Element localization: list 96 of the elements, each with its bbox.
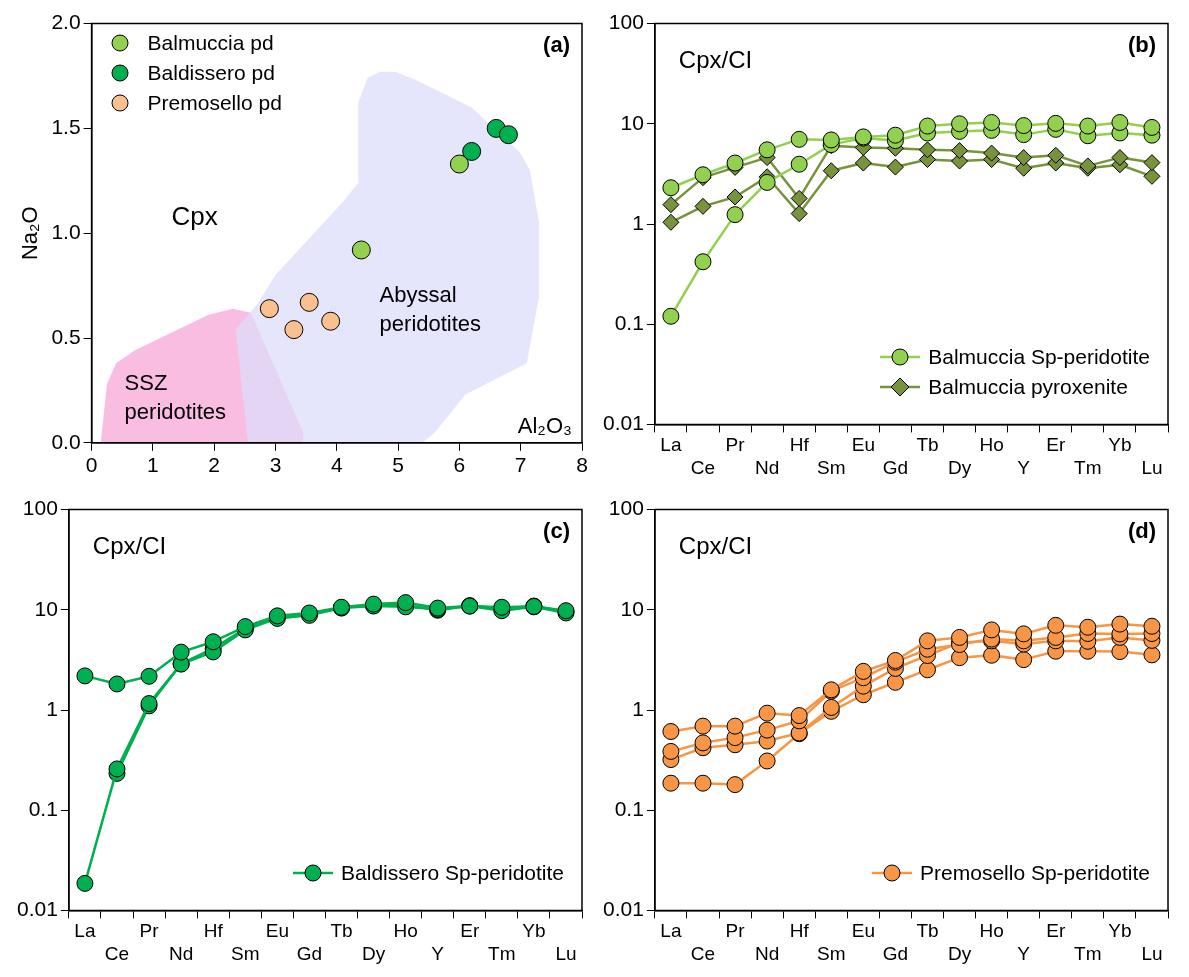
y-tick-label: 0.01 bbox=[603, 897, 644, 921]
x-tick-label: Er bbox=[1046, 434, 1066, 456]
y-axis-title: Cpx/CI bbox=[92, 531, 167, 560]
x-tick-label: Hf bbox=[203, 920, 224, 942]
y-axis-title: Na₂O bbox=[17, 206, 43, 261]
y-tick-label: 1 bbox=[632, 696, 644, 720]
x-tick-label: Lu bbox=[1141, 942, 1163, 964]
y-tick-label: 100 bbox=[608, 496, 644, 520]
y-tick-label: 1.5 bbox=[51, 115, 81, 139]
x-tick-label: Tm bbox=[488, 942, 516, 964]
x-tick-label: La bbox=[74, 920, 96, 942]
x-tick-label: 5 bbox=[392, 453, 404, 477]
y-tick-label: 0.1 bbox=[28, 797, 58, 820]
x-tick-label: Y bbox=[1017, 456, 1031, 478]
legend-label: Premosello pd bbox=[147, 89, 282, 116]
x-tick-label: Ce bbox=[104, 942, 130, 964]
y-tick-label: 0.01 bbox=[603, 411, 644, 435]
x-tick-label: Lu bbox=[555, 942, 577, 964]
x-tick-label: Ce bbox=[690, 942, 716, 964]
x-tick-label: La bbox=[660, 920, 682, 942]
x-tick-label: Eu bbox=[851, 920, 875, 942]
y-tick-label: 10 bbox=[34, 596, 58, 620]
x-tick-label: Lu bbox=[1141, 456, 1163, 478]
legend-label: Balmuccia pd bbox=[147, 29, 274, 56]
y-tick-label: 0.1 bbox=[614, 797, 644, 820]
y-tick-label: 0.1 bbox=[614, 311, 644, 334]
x-tick-label: Ce bbox=[690, 456, 716, 478]
x-tick-label: 8 bbox=[576, 453, 588, 477]
y-tick-label: 100 bbox=[22, 496, 58, 520]
x-tick-label: 0 bbox=[85, 453, 98, 477]
x-tick-label: Ho bbox=[979, 920, 1004, 942]
x-axis-title: Al₂O₃ bbox=[517, 412, 572, 439]
x-tick-label: Nd bbox=[754, 456, 780, 478]
x-tick-label: Yb bbox=[1108, 920, 1132, 942]
y-axis-title: Cpx/CI bbox=[678, 531, 753, 560]
legend-label: Balmuccia pyroxenite bbox=[928, 374, 1128, 401]
x-tick-label: Tm bbox=[1074, 456, 1102, 478]
x-tick-label: Gd bbox=[882, 942, 909, 964]
y-tick-label: 1 bbox=[46, 696, 58, 720]
x-tick-label: Yb bbox=[522, 920, 546, 942]
chart-title: (a) bbox=[543, 31, 570, 58]
x-tick-label: Ho bbox=[979, 434, 1004, 456]
x-tick-label: Ho bbox=[393, 920, 418, 942]
x-tick-label: 6 bbox=[453, 453, 466, 477]
x-tick-label: Eu bbox=[851, 434, 875, 456]
y-tick-label: 100 bbox=[608, 10, 644, 34]
x-tick-label: Sm bbox=[817, 942, 846, 964]
y-tick-label: 10 bbox=[620, 596, 644, 620]
annotation: SSZ peridotites bbox=[124, 368, 228, 426]
x-tick-label: Tb bbox=[330, 920, 353, 942]
x-tick-label: Eu bbox=[265, 920, 289, 942]
chart-title: (c) bbox=[543, 517, 570, 544]
x-tick-label: Tb bbox=[916, 920, 939, 942]
x-tick-label: Hf bbox=[789, 920, 810, 942]
x-tick-label: Tm bbox=[1074, 942, 1102, 964]
legend-label: Premosello Sp-peridotite bbox=[920, 860, 1150, 887]
legend-label: Balmuccia Sp-peridotite bbox=[928, 344, 1150, 371]
y-tick-label: 0.0 bbox=[51, 429, 81, 453]
x-tick-label: Pr bbox=[725, 434, 746, 456]
chart-title: (d) bbox=[1127, 517, 1156, 544]
y-tick-label: 2.0 bbox=[51, 10, 81, 34]
x-tick-label: Nd bbox=[168, 942, 194, 964]
x-tick-label: Y bbox=[431, 942, 445, 964]
x-tick-label: Dy bbox=[947, 942, 972, 964]
x-tick-label: Sm bbox=[817, 456, 846, 478]
x-tick-label: Sm bbox=[231, 942, 260, 964]
chart-title: (b) bbox=[1127, 31, 1156, 58]
x-tick-label: 3 bbox=[269, 453, 282, 477]
annotation: Abyssal peridotites bbox=[379, 280, 483, 338]
x-tick-label: Yb bbox=[1108, 434, 1132, 456]
x-tick-label: 2 bbox=[208, 453, 221, 477]
y-axis-title: Cpx/CI bbox=[678, 45, 753, 74]
legend-label: Baldissero Sp-peridotite bbox=[341, 860, 564, 887]
y-tick-label: 0.5 bbox=[51, 324, 81, 348]
legend-label: Baldissero pd bbox=[147, 59, 275, 86]
x-tick-label: Dy bbox=[361, 942, 386, 964]
x-tick-label: Dy bbox=[947, 456, 972, 478]
x-tick-label: 1 bbox=[147, 453, 159, 477]
y-tick-label: 10 bbox=[620, 110, 644, 134]
x-tick-label: Nd bbox=[754, 942, 780, 964]
x-tick-label: Tb bbox=[916, 434, 939, 456]
x-tick-label: 7 bbox=[514, 453, 527, 477]
x-tick-label: Er bbox=[1046, 920, 1066, 942]
y-tick-label: 0.01 bbox=[17, 897, 58, 921]
y-tick-label: 1 bbox=[632, 210, 644, 234]
x-tick-label: Y bbox=[1017, 942, 1031, 964]
x-tick-label: Er bbox=[460, 920, 480, 942]
y-tick-label: 1.0 bbox=[51, 220, 81, 243]
x-tick-label: Pr bbox=[139, 920, 160, 942]
x-tick-label: 4 bbox=[330, 453, 343, 477]
x-tick-label: Hf bbox=[789, 434, 810, 456]
x-tick-label: Gd bbox=[296, 942, 323, 964]
annotation: Cpx bbox=[170, 200, 219, 231]
x-tick-label: Pr bbox=[725, 920, 746, 942]
x-tick-label: Gd bbox=[882, 456, 909, 478]
x-tick-label: La bbox=[660, 434, 682, 456]
